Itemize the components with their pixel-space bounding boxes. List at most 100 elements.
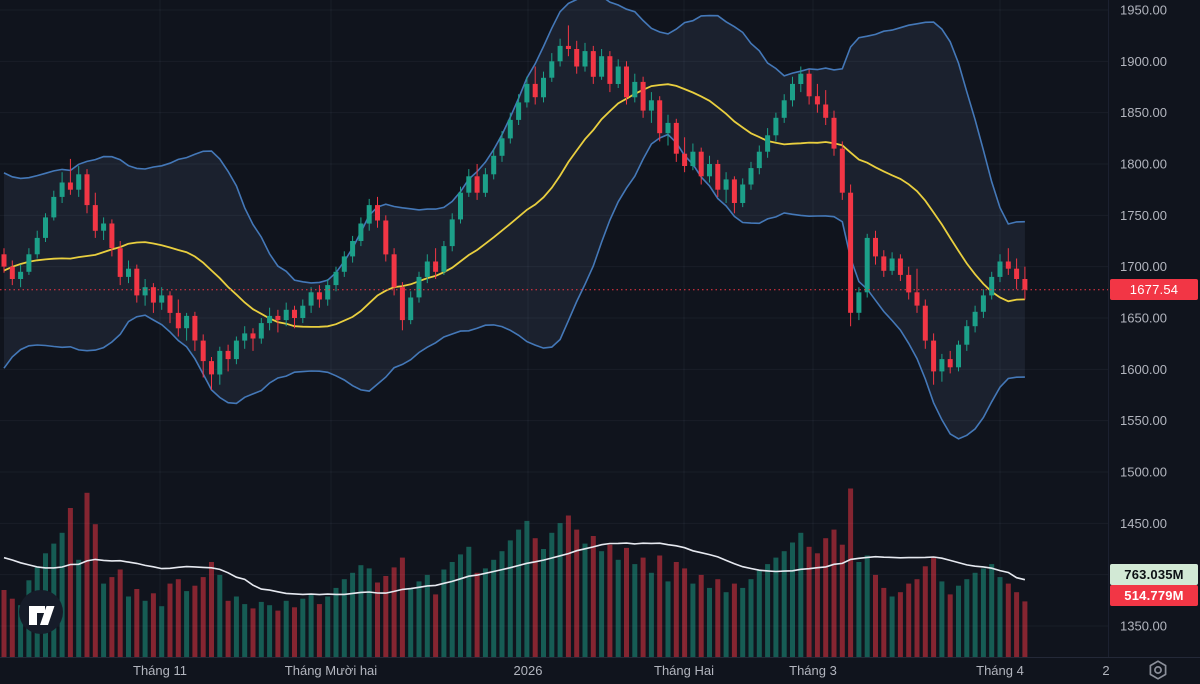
candle-body (43, 217, 48, 238)
volume-bar (773, 557, 779, 657)
candle-body (34, 237, 40, 255)
volume-bar (665, 581, 671, 657)
volume-bar (648, 572, 654, 657)
candle-body (491, 155, 497, 175)
volume-bar (184, 591, 190, 657)
candle-body (1022, 279, 1028, 290)
volume-bar (831, 529, 837, 657)
candle-body (175, 312, 181, 329)
candle-body (897, 258, 903, 275)
volume-bar (466, 546, 472, 657)
candle-body (997, 261, 1003, 277)
candle-body (258, 323, 264, 339)
volume-bar (250, 608, 256, 657)
candle-body (449, 219, 455, 247)
candle-body (682, 153, 688, 166)
volume-bar (922, 566, 928, 657)
candle-body (889, 258, 895, 271)
candle-body (316, 292, 322, 300)
price-tick-label: 1700.00 (1120, 259, 1167, 274)
price-tick-label: 1450.00 (1120, 516, 1167, 531)
candle-body (740, 184, 746, 203)
candle-body (516, 102, 522, 120)
volume-bar (474, 572, 480, 657)
price-tick-label: 1900.00 (1120, 54, 1167, 69)
candle-body (831, 117, 837, 149)
candle-body (101, 223, 107, 231)
candle-body (358, 223, 364, 241)
candle-body (756, 151, 762, 169)
volume-bar (175, 579, 181, 657)
volume-bar (242, 604, 248, 657)
price-axis[interactable]: 1950.00 1900.00 1850.00 1800.00 1750.00 1700.… (1120, 3, 1167, 634)
volume-bar (839, 544, 845, 657)
volume-bar (931, 557, 937, 657)
bollinger-basis-line (3, 83, 1025, 328)
candle-body (76, 174, 82, 190)
time-tick-label: Tháng Hai (654, 663, 714, 678)
candle-body (798, 73, 804, 84)
candle-body (51, 196, 57, 218)
candle-body (200, 340, 206, 362)
candle-body (873, 237, 878, 257)
bollinger-upper-line (3, 0, 1025, 284)
volume-bar (358, 565, 364, 657)
candle-body (250, 333, 256, 339)
volume-bar (366, 568, 372, 657)
candle-body (640, 81, 646, 111)
volume-bar (1022, 601, 1028, 657)
candle-body (632, 81, 638, 98)
candle-body (624, 66, 629, 98)
candle-body (665, 122, 671, 134)
candle-body (922, 305, 928, 341)
volume-bar (914, 579, 920, 657)
volume-bar (209, 562, 214, 657)
tradingview-logo-glyph (29, 606, 55, 625)
candle-body (92, 205, 98, 231)
volume-bar (391, 567, 397, 657)
volume-bar (856, 562, 862, 657)
candle-body (956, 344, 961, 368)
candle-body (549, 61, 555, 78)
volume-bar (200, 577, 206, 657)
candle-body (1005, 261, 1011, 269)
price-tick-label: 1750.00 (1120, 208, 1167, 223)
volume-bar (126, 596, 131, 657)
candle-body (673, 122, 679, 154)
candle-body (823, 104, 829, 118)
candle-body (607, 56, 613, 84)
volume-bar (557, 523, 563, 657)
candle-body (466, 176, 472, 193)
volume-bar (275, 610, 281, 657)
candle-body (507, 119, 513, 139)
tradingview-logo[interactable] (19, 590, 63, 634)
volume-bar (441, 569, 447, 657)
volume-bar (458, 554, 463, 657)
candle-body (109, 223, 115, 249)
candle-body (458, 192, 463, 220)
volume-bar (192, 585, 198, 657)
candle-body (482, 174, 488, 193)
volume-bar (424, 574, 430, 657)
candle-body (67, 182, 73, 190)
volume-bar (416, 581, 422, 657)
candle-body (126, 268, 131, 277)
candle-body (906, 274, 912, 293)
candle-body (839, 148, 845, 193)
candle-body (541, 77, 546, 98)
candle-body (474, 176, 480, 193)
time-tick-label: Tháng 11 (133, 663, 187, 678)
volume-bar (482, 568, 488, 657)
candle-body (574, 49, 580, 67)
candle-body (765, 135, 771, 152)
hexagon-eye-icon (1149, 660, 1167, 680)
volume-ma-line (3, 542, 1026, 596)
hexagon-settings-icon[interactable] (1144, 656, 1172, 684)
candle-body (781, 100, 787, 118)
volume-bar (972, 572, 978, 657)
time-axis[interactable]: Tháng 11 Tháng Mười hai 2026 Tháng Hai Tháng… (133, 663, 1110, 678)
price-tick-label: 1600.00 (1120, 362, 1167, 377)
volume-bar (989, 564, 995, 657)
candle-body (225, 350, 231, 360)
